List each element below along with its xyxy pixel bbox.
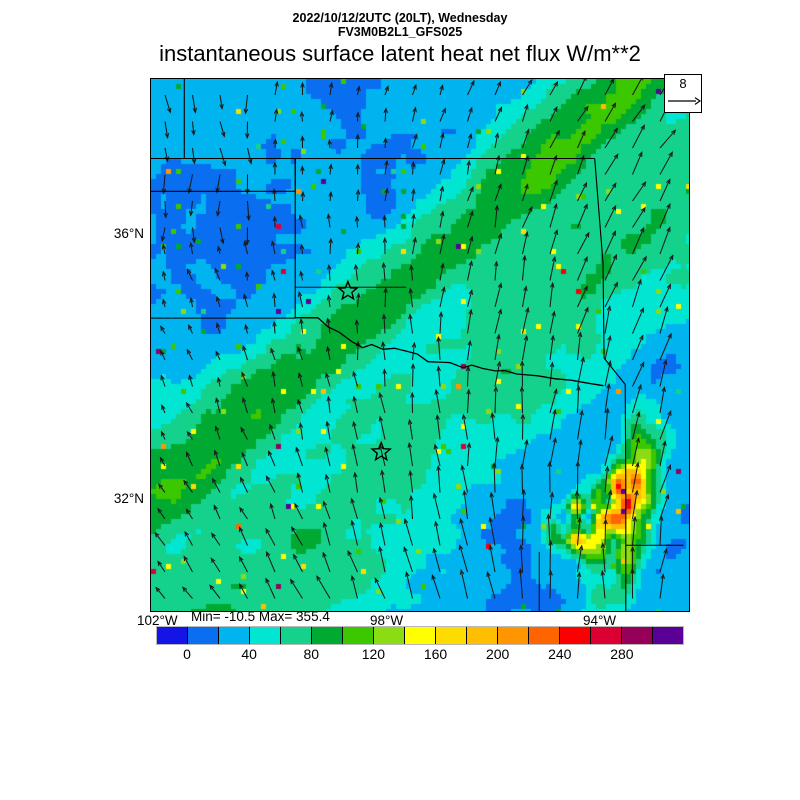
colorbar-segment [312,627,343,644]
colorbar-segment [374,627,405,644]
wind-vector-overlay [154,79,677,599]
colorbar-segment [529,627,560,644]
colorbar-segment [157,627,188,644]
colorbar-segment [188,627,219,644]
colorbar-tick: 0 [183,646,191,662]
map-plot-area[interactable] [150,78,690,612]
colorbar-segment [498,627,529,644]
lat-tick-32n: 32°N [113,491,144,506]
colorbar-segment [250,627,281,644]
colorbar-segment [281,627,312,644]
figure-title: instantaneous surface latent heat net fl… [159,41,641,66]
colorbar: 0 40 80 120 160 200 240 280 [156,626,684,662]
datetime-line: 2022/10/12/2UTC (20LT), Wednesday [292,11,508,25]
latent-heat-flux-field [151,79,689,611]
star-marker [370,440,392,462]
colorbar-segment [591,627,622,644]
lon-tick-98w: 98°W [370,613,404,628]
colorbar-segment [560,627,591,644]
colorbar-segment [219,627,250,644]
lat-tick-36n: 36°N [113,226,144,241]
colorbar-tick: 120 [361,646,386,662]
colorbar-tick: 280 [610,646,634,662]
star-marker [337,279,359,301]
colorbar-tick-labels: 0 40 80 120 160 200 240 280 [156,646,684,666]
colorbar-segment [467,627,498,644]
min-max-readout: Min= -10.5 Max= 355.4 [191,609,330,624]
colorbar-swatches [156,626,684,645]
geographic-boundary-overlay [151,79,684,611]
model-line: FV3M0B2L1_GFS025 [337,25,463,39]
colorbar-tick: 240 [548,646,572,662]
colorbar-segment [653,627,683,644]
colorbar-tick: 40 [241,646,257,662]
lon-tick-102w: 102°W [137,613,178,628]
right-arrow-icon [668,97,701,105]
colorbar-tick: 200 [485,646,510,662]
colorbar-segment [343,627,374,644]
colorbar-segment [622,627,653,644]
figure-subtitle: 2022/10/12/2UTC (20LT), Wednesday FV3M0B… [0,11,800,39]
colorbar-tick: 80 [303,646,320,662]
colorbar-segment [436,627,467,644]
reference-vector-label: 8 [679,76,687,91]
lon-tick-94w: 94°W [583,613,617,628]
reference-vector-legend: 8 [664,74,702,113]
colorbar-segment [405,627,436,644]
colorbar-tick: 160 [423,646,448,662]
